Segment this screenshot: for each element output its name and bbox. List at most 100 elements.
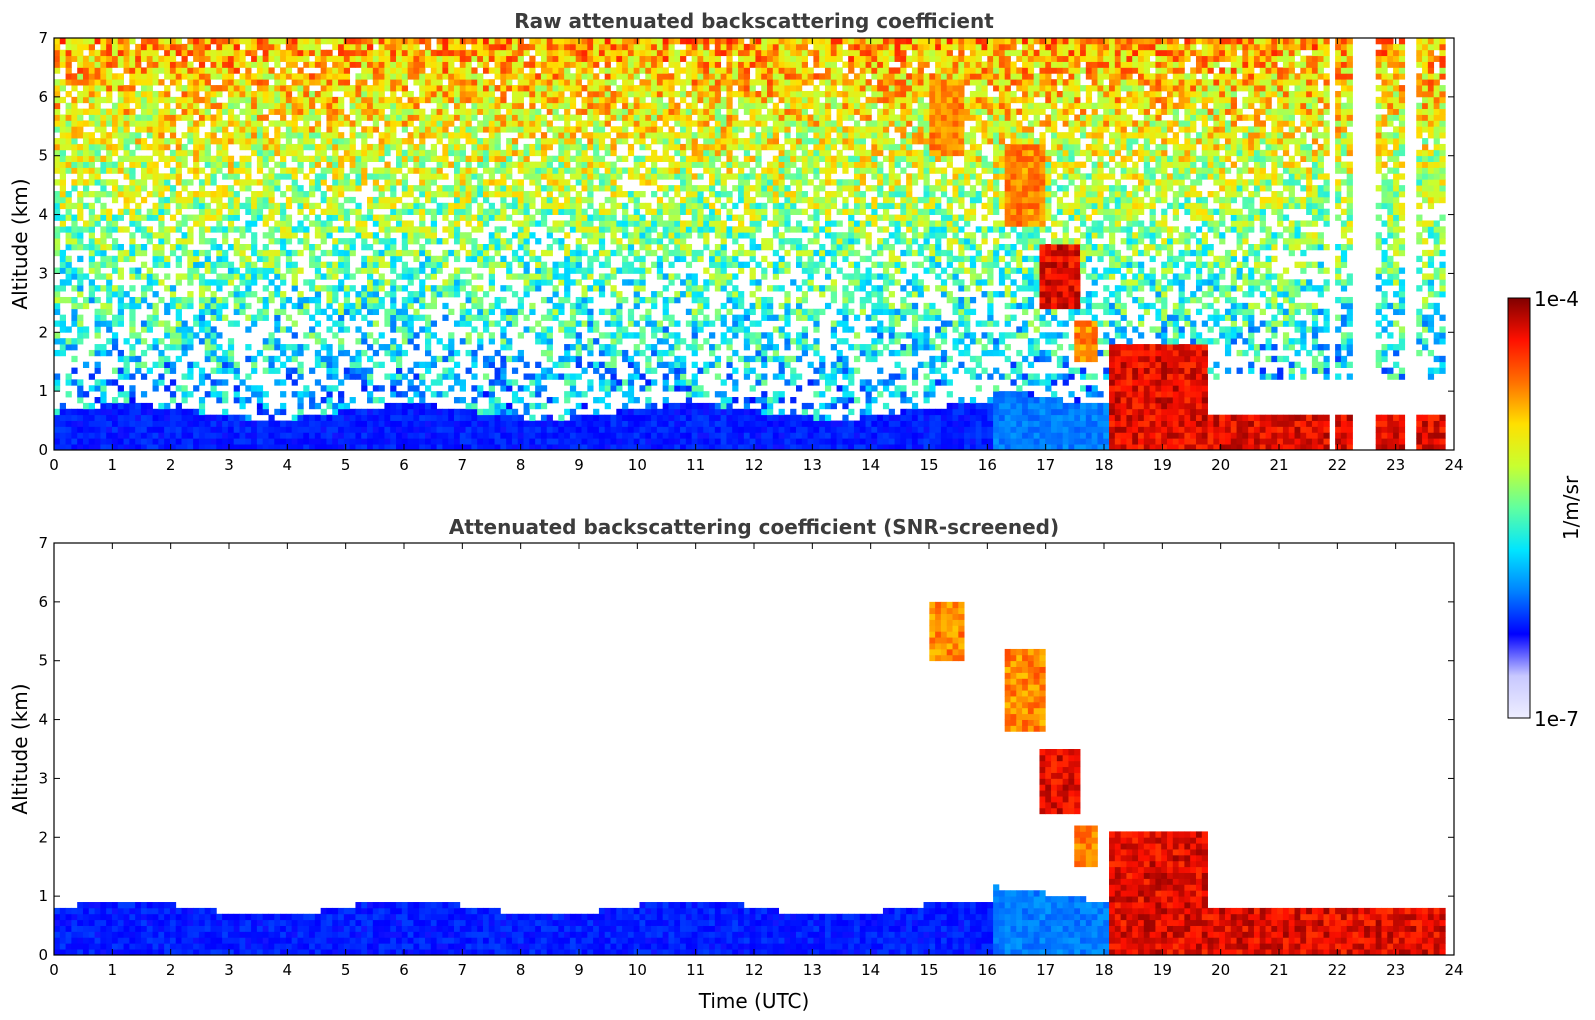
heatmap-cell xyxy=(361,114,368,121)
heatmap-cell xyxy=(349,226,356,233)
heatmap-cell xyxy=(627,49,635,57)
heatmap-cell xyxy=(540,173,548,180)
heatmap-cell xyxy=(593,414,600,421)
heatmap-cell xyxy=(361,367,368,374)
heatmap-cell xyxy=(280,420,287,427)
heatmap-cell xyxy=(193,267,200,274)
heatmap-cell xyxy=(297,296,304,304)
heatmap-cell xyxy=(471,73,478,80)
heatmap-cell xyxy=(558,143,565,151)
heatmap-cell xyxy=(140,38,148,45)
heatmap-cell xyxy=(187,408,194,416)
heatmap-cell xyxy=(332,102,339,110)
heatmap-cell xyxy=(77,279,84,286)
heatmap-cell xyxy=(396,138,403,145)
heatmap-cell xyxy=(123,96,130,104)
heatmap-cell xyxy=(627,332,635,339)
heatmap-cell xyxy=(222,379,229,386)
heatmap-cell xyxy=(535,220,542,227)
heatmap-cell xyxy=(552,238,559,245)
heatmap-cell xyxy=(204,438,211,445)
heatmap-cell xyxy=(71,355,78,363)
heatmap-cell xyxy=(309,143,316,151)
heatmap-cell xyxy=(482,114,490,121)
heatmap-cell xyxy=(233,249,240,257)
heatmap-cell xyxy=(222,444,229,450)
heatmap-cell xyxy=(355,155,362,162)
heatmap-cell xyxy=(471,226,478,233)
heatmap-cell xyxy=(100,391,107,398)
heatmap-cell xyxy=(309,114,316,121)
heatmap-cell xyxy=(593,279,600,286)
heatmap-cell xyxy=(500,367,507,374)
heatmap-cell xyxy=(471,444,478,450)
heatmap-cell xyxy=(355,55,362,62)
heatmap-cell xyxy=(222,397,229,404)
heatmap-cell xyxy=(210,208,217,215)
heatmap-cell xyxy=(216,432,223,439)
heatmap-cell xyxy=(332,226,339,233)
heatmap-cell xyxy=(425,344,432,351)
heatmap-cell xyxy=(610,208,617,215)
heatmap-cell xyxy=(71,344,78,351)
heatmap-cell xyxy=(448,220,455,227)
heatmap-cell xyxy=(164,208,171,215)
heatmap-cell xyxy=(517,55,524,62)
heatmap-cell xyxy=(251,432,258,439)
heatmap-cell xyxy=(511,320,519,327)
heatmap-cell xyxy=(610,126,617,133)
heatmap-cell xyxy=(332,273,339,280)
heatmap-cell xyxy=(355,220,362,227)
heatmap-cell xyxy=(361,149,368,157)
heatmap-cell xyxy=(500,261,507,268)
heatmap-cell xyxy=(100,108,107,115)
heatmap-cell xyxy=(407,114,414,121)
heatmap-cell xyxy=(349,355,356,363)
heatmap-cell xyxy=(175,167,182,174)
heatmap-cell xyxy=(477,96,484,104)
heatmap-cell xyxy=(326,361,333,368)
heatmap-cell xyxy=(546,102,553,110)
heatmap-cell xyxy=(187,191,194,198)
heatmap-cell xyxy=(204,249,211,257)
heatmap-cell xyxy=(158,114,165,121)
heatmap-cell xyxy=(587,285,594,292)
heatmap-cell xyxy=(436,161,443,168)
heatmap-cell xyxy=(471,167,478,174)
heatmap-cell xyxy=(436,96,443,104)
heatmap-cell xyxy=(587,273,594,280)
heatmap-cell xyxy=(604,261,611,268)
heatmap-cell xyxy=(204,255,211,263)
heatmap-cell xyxy=(216,379,223,386)
heatmap-cell xyxy=(610,79,617,86)
heatmap-cell xyxy=(413,202,420,210)
heatmap-cell xyxy=(59,414,66,421)
heatmap-cell xyxy=(59,255,66,263)
heatmap-cell xyxy=(500,373,507,380)
heatmap-cell xyxy=(135,161,142,168)
heatmap-cell xyxy=(407,132,414,139)
heatmap-cell xyxy=(581,96,588,104)
heatmap-cell xyxy=(111,402,119,410)
heatmap-cell xyxy=(506,444,513,450)
heatmap-cell xyxy=(245,79,252,86)
heatmap-cell xyxy=(471,273,478,280)
heatmap-cell xyxy=(390,191,397,198)
heatmap-cell xyxy=(175,143,182,151)
heatmap-cell xyxy=(482,355,490,363)
heatmap-cell xyxy=(372,73,380,80)
heatmap-cell xyxy=(239,38,246,45)
heatmap-cell xyxy=(135,185,142,192)
heatmap-cell xyxy=(477,285,484,292)
heatmap-cell xyxy=(488,232,495,239)
heatmap-cell xyxy=(59,261,66,268)
heatmap-cell xyxy=(291,267,298,274)
heatmap-cell xyxy=(193,155,200,162)
heatmap-cell xyxy=(251,179,258,186)
heatmap-cell xyxy=(54,438,61,445)
heatmap-cell xyxy=(413,332,420,339)
heatmap-cell xyxy=(564,132,571,139)
heatmap-cell xyxy=(111,238,119,245)
heatmap-cell xyxy=(303,238,310,245)
heatmap-cell xyxy=(222,391,229,398)
